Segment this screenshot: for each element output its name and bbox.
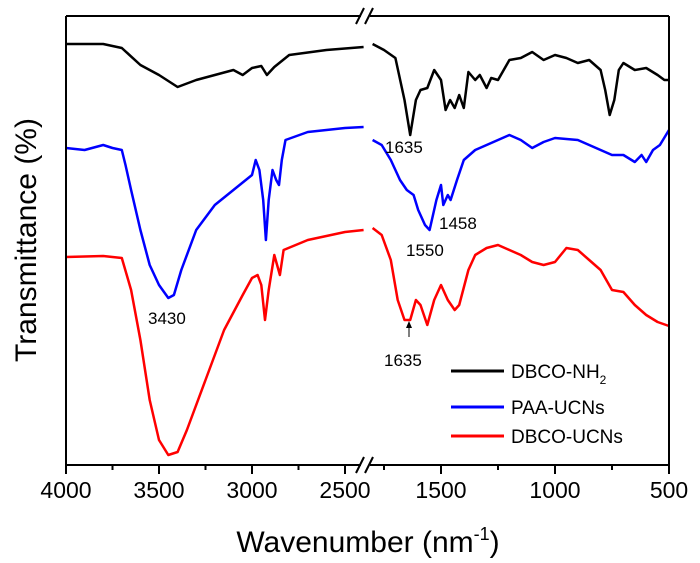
x-tick-label: 3000 <box>226 477 277 503</box>
x-tick-label: 1000 <box>529 477 580 503</box>
series-line-paa-ucns-right <box>371 129 671 232</box>
y-axis-label: Transmittance (%) <box>10 118 43 362</box>
series-line-dbco-nh2-right <box>372 42 669 137</box>
annotation-1635-dbco-ucns: 1635 <box>384 351 422 370</box>
series-line-dbco-ucns-right <box>371 227 670 328</box>
x-tick-label: 4000 <box>40 477 91 503</box>
annotation-1458: 1458 <box>439 214 477 233</box>
svg-text:DBCO-NH2: DBCO-NH2 <box>511 362 607 387</box>
legend-item-dbco-nh2: DBCO-NH2 <box>451 362 607 387</box>
series-line-dbco-ucns-left <box>65 228 364 457</box>
annotation-3430: 3430 <box>148 309 186 328</box>
x-tick-label: 2500 <box>319 477 370 503</box>
x-ticks: 4000 3500 3000 2500 1500 1000 500 <box>40 465 688 503</box>
annotation-1635-dbco-nh2: 1635 <box>385 138 423 157</box>
x-tick-label: 1500 <box>415 477 466 503</box>
x-tick-label: 3500 <box>133 477 184 503</box>
legend-item-paa-ucns: PAA-UCNs <box>451 398 605 419</box>
svg-text:PAA-UCNs: PAA-UCNs <box>511 398 605 419</box>
annotation-arrow <box>406 321 412 337</box>
legend-item-dbco-ucns: DBCO-UCNs <box>451 427 623 448</box>
legend: DBCO-NH2 PAA-UCNs DBCO-UCNs <box>451 362 623 448</box>
annotation-1550: 1550 <box>406 241 444 260</box>
plot-frame <box>65 15 670 466</box>
series-line-paa-ucns-left <box>65 125 364 300</box>
axis-break-marks <box>355 7 374 474</box>
plot-lines <box>65 42 671 457</box>
svg-text:DBCO-UCNs: DBCO-UCNs <box>511 427 623 448</box>
series-line-dbco-nh2-left <box>66 42 364 89</box>
annotations: 3430 1635 1458 1550 1635 <box>148 138 477 370</box>
x-axis-label: Wavenumber (nm-1) <box>236 524 499 559</box>
x-tick-label: 500 <box>650 477 688 503</box>
